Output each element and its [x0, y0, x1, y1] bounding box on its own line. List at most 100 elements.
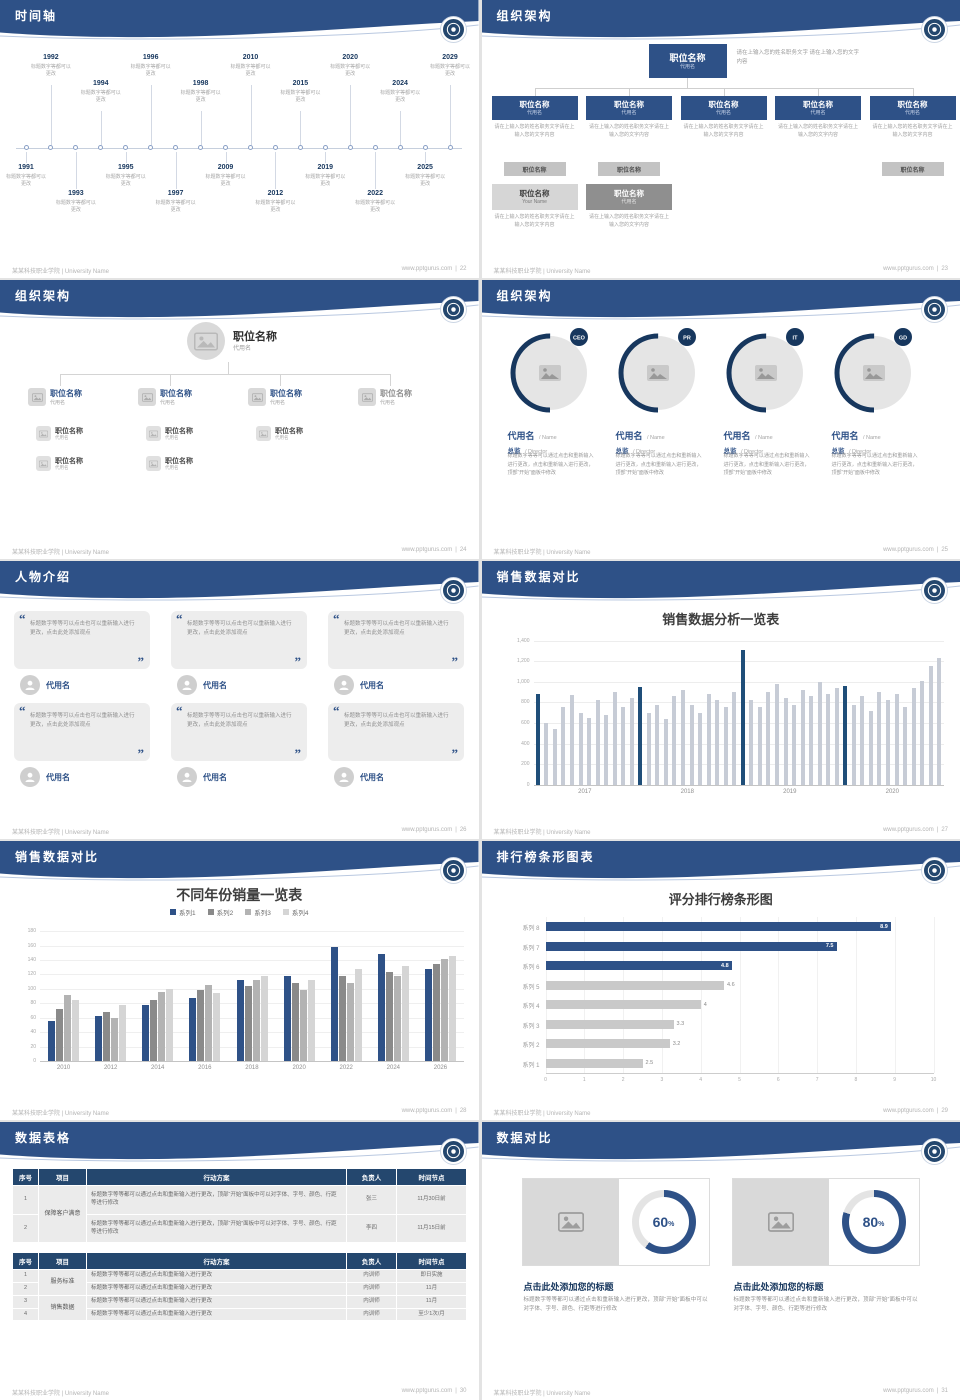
bar [338, 975, 346, 1062]
timeline-caption: 标题数字等都可以更改 [5, 174, 46, 187]
school-logo-icon [440, 1138, 466, 1164]
timeline-node [223, 145, 228, 150]
child-avatar [256, 426, 271, 442]
timeline-stem [350, 85, 352, 145]
quote-card[interactable]: “标题数字等等可以点击也可以重新输入进行更改，点击此处添加观点 ” [14, 702, 150, 761]
quote-card[interactable]: “标题数字等等可以点击也可以重新输入进行更改，点击此处添加观点 ” [171, 702, 307, 761]
open-quote-icon: “ [19, 702, 26, 718]
quote-text: 标题数字等等可以点击也可以重新输入进行更改，点击此处添加观点 [344, 620, 449, 636]
owner-cell: 张三 [346, 1184, 397, 1215]
quote-text: 标题数字等等可以点击也可以重新输入进行更改，点击此处添加观点 [30, 620, 135, 636]
group-cell: 销售数据 [38, 1294, 87, 1322]
child-title: 职位名称 [165, 458, 193, 466]
x-axis-label: 3 [660, 1077, 664, 1084]
compare-panel: 80% 点击此处添加您的标题 标题数字等等都可以通过点击和重新输入进行更改，顶部… [731, 1177, 920, 1378]
owner-cell: 内训师 [346, 1268, 397, 1283]
slide-title: 数据对比 [496, 1130, 553, 1145]
slide-sales-chart[interactable]: 销售数据对比 销售数据分析一览表 0 200 400 600 800 1,000 1,200… [481, 560, 960, 840]
person-name: 代用名 [46, 772, 70, 782]
chart-title: 评分排行榜条形图 [668, 892, 773, 908]
slide-people[interactable]: 人物介绍 “标题数字等等可以点击也可以重新输入进行更改，点击此处添加观点” 代用名… [0, 560, 479, 840]
x-axis-label: 2017 [578, 788, 592, 795]
position-box: 职位名称 代用名 [869, 96, 956, 120]
slide-footer: 某某科技职业学院 | University Name www.pptgurus.… [12, 266, 467, 275]
timeline-node [73, 145, 79, 150]
slide-header: 数据表格 [0, 1121, 479, 1166]
timeline-stem [50, 85, 52, 145]
connector [818, 88, 819, 96]
slide-header: 组织架构 [481, 280, 960, 324]
slide-org-boxes[interactable]: 组织架构 职位名称 代用名 请在上输入您的姓名职务文字 请在上输入您的文字内容 职位名… [481, 0, 960, 279]
position-note: 请在上输入您的姓名职务文字请在上输入您的文字内容 [494, 214, 575, 228]
branch-subtitle: 代用名 [380, 400, 396, 407]
footer-separator: | [455, 827, 457, 834]
footer-site-url: www.pptgurus.com [883, 1387, 934, 1394]
team-member[interactable]: CEO 代用名 / Name 总监 / Director 标题数字等等可以通过点击和… [502, 324, 598, 540]
member-caption: 标题数字等等可以通过点击和重新输入进行更改，点击和重新输入进行更改，顶部“开始”… [615, 453, 702, 476]
bar [252, 980, 260, 1062]
slide-year-chart[interactable]: 销售数据对比 不同年份销量一览表 系列1 系列2 系列3 系列4 0 20 40 60 80 10… [0, 841, 479, 1120]
bar [587, 717, 591, 785]
bar [706, 694, 711, 785]
x-axis-line [40, 1061, 464, 1063]
gridline [533, 743, 944, 745]
plan-cell: 标题数字等等都可以通过点击和重新输入进行更改 [86, 1307, 347, 1322]
x-axis-label: 2018 [680, 788, 694, 795]
team-member[interactable]: GD 代用名 / Name 总监 / Director 标题数字等等可以通过点击和重… [826, 324, 922, 540]
root-title: 职位名称 [233, 331, 277, 344]
timeline-year: 1997 [167, 190, 184, 197]
slide-data-compare[interactable]: 数据对比 60% 点击此处添加您的标题 标题数字等等都可以通 [481, 1121, 960, 1400]
footer-separator: | [936, 827, 939, 834]
root-avatar [187, 322, 225, 361]
gridline [584, 917, 586, 1074]
slide-org-circles[interactable]: 组织架构 CEO 代用名 / Name 总监 / Director 标题数字等等可以… [481, 280, 960, 559]
position-title: 职位名称 [519, 99, 550, 109]
slide-header: 人物介绍 [0, 560, 479, 605]
quote-card[interactable]: “标题数字等等可以点击也可以重新输入进行更改，点击此处添加观点 ” [328, 702, 464, 761]
member-name-en: / Name [538, 435, 557, 442]
team-member[interactable]: IT 代用名 / Name 总监 / Director 标题数字等等可以通过点击和重… [718, 324, 814, 540]
y-axis-label: 1,400 [516, 637, 530, 644]
owner-cell: 内训师 [346, 1307, 397, 1322]
timeline-year: 1991 [18, 164, 34, 171]
member-name-cn: 代用名 [615, 431, 643, 442]
team-member[interactable]: PR 代用名 / Name 总监 / Director 标题数字等等可以通过点击和重… [610, 324, 706, 540]
member-name-en: / Name [754, 435, 773, 442]
slide-rank-chart[interactable]: 排行榜条形图表 评分排行榜条形图 0 1 2 3 4 5 6 7 8 9 10 系列 8 8.9 系列 7… [481, 841, 960, 1120]
slide-timeline[interactable]: 时间轴 1991 标题数字等都可以更改 1992 标题数字等都可以更改 1993 标题数字… [0, 0, 479, 279]
slide-tables[interactable]: 数据表格 序号 项目 行动方案 负责人 时间节点 1 保障客户满意 标题数字等等都可以通过点击… [0, 1121, 479, 1400]
member-circle-graphic: IT [722, 324, 810, 418]
x-axis-label: 10 [930, 1077, 937, 1084]
timeline-stem [375, 152, 377, 189]
row-number-cell: 1 [12, 1268, 39, 1283]
footer-school: 某某科技职业学院 | University Name [493, 1390, 591, 1397]
close-quote-icon: ” [294, 745, 302, 761]
x-axis-label: 2026 [433, 1065, 448, 1072]
child-title: 职位名称 [55, 428, 83, 436]
branch-avatar [358, 388, 376, 407]
position-subtitle: 代用名 [810, 109, 826, 116]
quote-card[interactable]: “标题数字等等可以点击也可以重新输入进行更改，点击此处添加观点 ” [14, 610, 150, 669]
table-header-cell: 项目 [38, 1167, 87, 1186]
table-header-cell: 时间节点 [396, 1167, 467, 1186]
slide-org-tree[interactable]: 组织架构 职位名称 代用名 职位名称 代用名 职位名称 代用名 职位名称 代用名 职位名称 代用名… [0, 280, 479, 559]
slide-header: 排行榜条形图表 [481, 841, 960, 885]
bar [723, 706, 728, 785]
footer-site: www.pptgurus.com | 31 [883, 1388, 948, 1397]
person-avatar-icon [177, 766, 197, 787]
footer-page-number: 26 [459, 827, 467, 834]
quote-card[interactable]: “标题数字等等可以点击也可以重新输入进行更改，点击此处添加观点 ” [171, 610, 307, 669]
timeline-node [272, 145, 278, 150]
bar [843, 686, 848, 785]
bar [578, 712, 583, 785]
bar [612, 692, 617, 785]
progress-donut: 60% [618, 1178, 709, 1265]
footer-separator: | [455, 1107, 457, 1114]
member-circle-graphic: PR [614, 324, 702, 418]
member-circle-graphic: GD [830, 324, 918, 418]
value-label: 8.9 [880, 923, 888, 930]
quote-card[interactable]: “标题数字等等可以点击也可以重新输入进行更改，点击此处添加观点 ” [328, 610, 464, 669]
slide-header: 组织架构 [481, 0, 960, 44]
y-axis-label: 1,200 [516, 658, 530, 665]
header-wave [481, 1121, 960, 1162]
